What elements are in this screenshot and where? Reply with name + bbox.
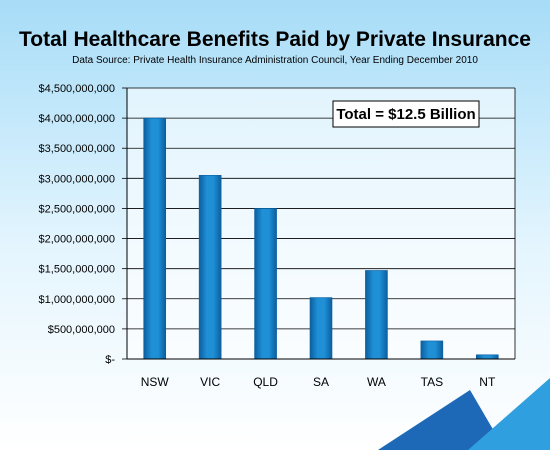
chart-title: Total Healthcare Benefits Paid by Privat… (19, 28, 531, 51)
annotation-text: Total = $12.5 Billion (336, 106, 475, 123)
y-tick-label: $2,500,000,000 (39, 203, 115, 215)
x-tick-label: TAS (421, 375, 443, 389)
y-tick-label: $500,000,000 (48, 324, 115, 336)
y-tick-label: $3,500,000,000 (39, 143, 115, 155)
y-tick-label: $4,000,000,000 (39, 113, 115, 125)
corner-shape-light (468, 378, 550, 450)
corner-shape-dark (378, 390, 505, 450)
chart-subtitle: Data Source: Private Health Insurance Ad… (72, 55, 478, 66)
x-tick-label: NT (479, 375, 496, 389)
y-tick-label: $1,500,000,000 (39, 264, 115, 276)
x-tick-label: SA (313, 375, 329, 389)
annotation-box (332, 100, 480, 128)
y-tick-label: $- (105, 354, 115, 366)
x-tick-label: WA (367, 375, 386, 389)
x-tick-label: NSW (141, 375, 170, 389)
y-tick-label: $1,000,000,000 (39, 294, 115, 306)
y-tick-label: $4,500,000,000 (39, 83, 115, 95)
x-tick-label: QLD (253, 375, 278, 389)
x-tick-label: VIC (200, 375, 220, 389)
y-tick-label: $2,000,000,000 (39, 234, 115, 246)
y-tick-label: $3,000,000,000 (39, 173, 115, 185)
